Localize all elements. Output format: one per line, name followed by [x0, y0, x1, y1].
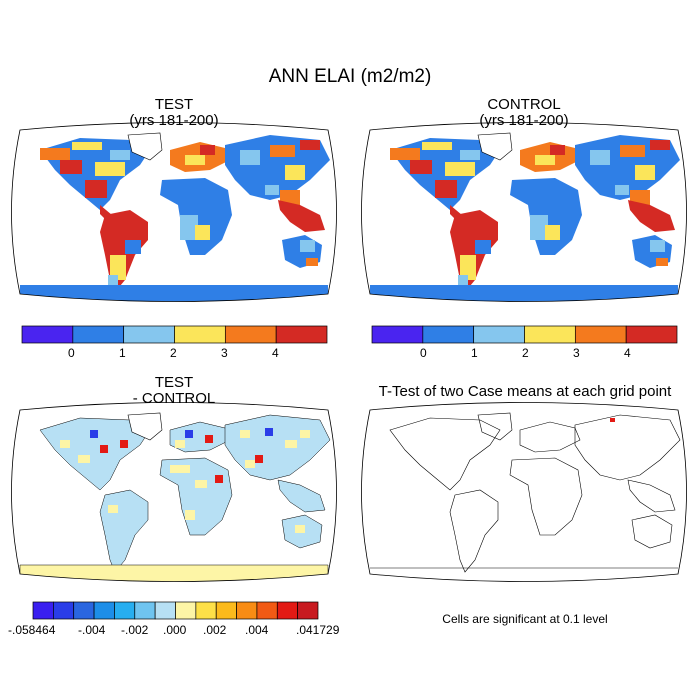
colorbar-control-swatch-1: [422, 325, 475, 344]
colorbar-diff-swatch-7: [175, 601, 197, 620]
diff-title: TEST: [154, 374, 194, 391]
colorbar-control-swatch-0: [371, 325, 424, 344]
colorbar-diff-swatch-5: [134, 601, 156, 620]
colorbar-diff-swatch-6: [154, 601, 176, 620]
cb-diff-label-1: -.004: [78, 623, 106, 637]
cb-diff-label-2: -.002: [121, 623, 149, 637]
cb-control-label-2: 2: [522, 346, 529, 360]
colorbar-test-swatch-4: [224, 325, 277, 344]
cb-test-label-4: 4: [272, 346, 279, 360]
cb-control-label-3: 3: [573, 346, 580, 360]
colorbar-diff-swatch-8: [195, 601, 217, 620]
colorbar-diff-swatch-1: [53, 601, 75, 620]
cb-diff-label-4: .002: [203, 623, 227, 637]
colorbar-test-swatch-5: [275, 325, 328, 344]
test-subtitle: (yrs 181-200): [129, 112, 219, 129]
colorbar-diff-swatch-13: [297, 601, 319, 620]
control-subtitle: (yrs 181-200): [479, 112, 569, 129]
colorbar-test-swatch-2: [123, 325, 175, 344]
colorbar-test-swatch-0: [21, 325, 74, 344]
significance-note: Cells are significant at 0.1 level: [442, 612, 608, 626]
colorbar-test-swatch-3: [174, 325, 226, 344]
ttest-panel-title: T-Test of two Case means at each grid po…: [378, 383, 672, 400]
colorbar-control-swatch-4: [574, 325, 627, 344]
colorbar-control: [371, 325, 678, 344]
colorbar-diff: [32, 601, 319, 620]
cb-control-label-4: 4: [624, 346, 631, 360]
figure-title: ANN ELAI (m2/m2): [268, 66, 432, 87]
diff-map: [11, 402, 337, 582]
cb-diff-label-5: .004: [245, 623, 269, 637]
control-map: [361, 122, 687, 302]
test-panel-title: TEST (yrs 181-200): [24, 97, 324, 129]
colorbar-diff-swatch-4: [114, 601, 136, 620]
cb-diff-label-0: -.058464: [8, 623, 56, 637]
cb-control-label-1: 1: [471, 346, 478, 360]
cb-test-label-2: 2: [170, 346, 177, 360]
colorbar-diff-swatch-0: [32, 601, 54, 620]
colorbar-test-swatch-1: [72, 325, 125, 344]
colorbar-diff-swatch-11: [256, 601, 278, 620]
colorbar-diff-swatch-9: [215, 601, 237, 620]
colorbar-diff-swatch-12: [276, 601, 298, 620]
cb-control-label-0: 0: [420, 346, 427, 360]
colorbar-test: [21, 325, 328, 344]
colorbar-diff-swatch-3: [93, 601, 115, 620]
colorbar-diff-swatch-2: [73, 601, 95, 620]
colorbar-control-swatch-5: [625, 325, 678, 344]
test-title: TEST: [154, 96, 194, 113]
ttest-map: [361, 402, 687, 582]
test-map: [11, 122, 337, 302]
cb-diff-label-6: .041729: [296, 623, 340, 637]
cb-test-label-0: 0: [68, 346, 75, 360]
cb-test-label-1: 1: [119, 346, 126, 360]
cb-test-label-3: 3: [221, 346, 228, 360]
colorbar-control-swatch-3: [524, 325, 576, 344]
control-title: CONTROL: [487, 96, 561, 113]
cb-diff-label-3: .000: [163, 623, 187, 637]
control-panel-title: CONTROL (yrs 181-200): [374, 97, 674, 129]
colorbar-control-swatch-2: [473, 325, 525, 344]
colorbar-diff-swatch-10: [236, 601, 258, 620]
